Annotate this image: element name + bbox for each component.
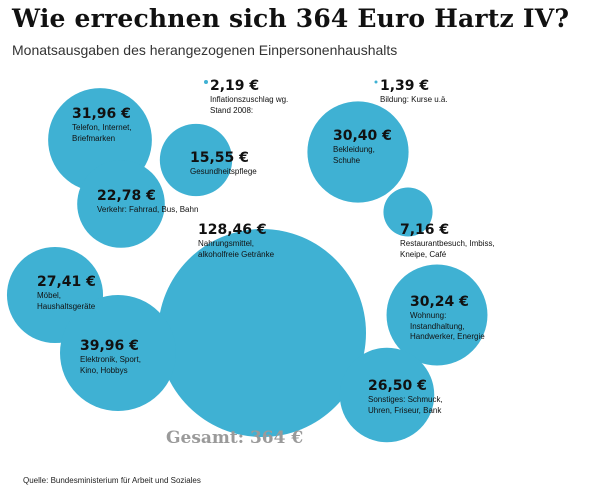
bubble-value: 2,19 € xyxy=(210,78,260,94)
bubble-description-line: Gesundheitspflege xyxy=(190,167,257,176)
bubble-label: 39,96 € Elektronik, Sport, Kino, Hobbys xyxy=(80,338,170,376)
bubble-description: Telefon, Internet, Briefmarken xyxy=(72,123,162,144)
bubble-value: 15,55 € xyxy=(190,150,249,166)
bubble-label: 26,50 € Sonstiges: Schmuck, Uhren, Friseur… xyxy=(368,378,478,416)
bubble-value: 27,41 € xyxy=(37,274,96,290)
bubble-description-line: Bildung: Kurse u.ä. xyxy=(380,95,448,104)
bubble-description-line: Handwerker, Energie xyxy=(410,332,485,341)
bubble-description-line: Restaurantbesuch, Imbiss, xyxy=(400,239,495,248)
bubble-label: 1,39 € Bildung: Kurse u.ä. xyxy=(380,78,490,106)
chart-subtitle: Monatsausgaben des herangezogenen Einper… xyxy=(12,42,398,58)
bubble-description-line: Inflationszuschlag wg. xyxy=(210,95,289,104)
bubble-description-line: Instandhaltung, xyxy=(410,321,465,331)
bubble-description: Nahrungsmittel, alkoholfreie Getränke xyxy=(198,239,328,260)
bubble-value: 7,16 € xyxy=(400,222,450,238)
bubble xyxy=(60,295,176,411)
bubble-description-line: Verkehr: Fahrrad, Bus, Bahn xyxy=(97,205,199,214)
bubble-description: Elektronik, Sport, Kino, Hobbys xyxy=(80,355,170,376)
bubble-label: 7,16 € Restaurantbesuch, Imbiss, Kneipe, C… xyxy=(400,222,520,260)
bubble xyxy=(77,160,165,248)
bubble-label: 30,24 € Wohnung: Instandhaltung, Handwerker… xyxy=(410,294,520,343)
source-note: Quelle: Bundesministerium für Arbeit und… xyxy=(23,476,201,485)
bubble-label: 2,19 € Inflationszuschlag wg. Stand 2008: xyxy=(210,78,320,116)
bubble xyxy=(204,80,208,84)
bubble-value: 128,46 € xyxy=(198,222,267,238)
bubble-description-line: Kino, Hobbys xyxy=(80,365,128,375)
bubble-description-line: Möbel, xyxy=(37,291,62,300)
bubble-description: Restaurantbesuch, Imbiss, Kneipe, Café xyxy=(400,239,520,260)
bubble-label: 128,46 € Nahrungsmittel, alkoholfreie Getr… xyxy=(198,222,328,260)
bubble-description-line: Nahrungsmittel, xyxy=(198,239,255,248)
bubble-label: 31,96 € Telefon, Internet, Briefmarken xyxy=(72,106,162,144)
bubble-label: 30,40 € Bekleidung, Schuhe xyxy=(333,128,403,166)
bubble xyxy=(158,229,366,437)
bubble-description: Sonstiges: Schmuck, Uhren, Friseur, Bank xyxy=(368,395,478,416)
bubble xyxy=(339,347,435,443)
bubble-value: 26,50 € xyxy=(368,378,427,394)
bubble-description-line: Stand 2008: xyxy=(210,105,254,115)
bubble-description-line: Haushaltsgeräte xyxy=(37,301,96,311)
bubble-description-line: Uhren, Friseur, Bank xyxy=(368,405,442,415)
bubble-label: 27,41 € Möbel, Haushaltsgeräte xyxy=(37,274,117,312)
bubble-description-line: Bekleidung, xyxy=(333,145,375,154)
bubble xyxy=(307,101,409,203)
bubble-description-line: Kneipe, Café xyxy=(400,249,447,259)
bubble-description-line: Briefmarken xyxy=(72,133,116,143)
bubble-description: Bekleidung, Schuhe xyxy=(333,145,403,166)
bubble xyxy=(386,264,488,366)
bubble-value: 31,96 € xyxy=(72,106,131,122)
bubble-label: 15,55 € Gesundheitspflege xyxy=(190,150,280,178)
bubble-description: Verkehr: Fahrrad, Bus, Bahn xyxy=(97,205,207,216)
total-label: Gesamt: 364 € xyxy=(166,428,304,448)
chart-title: Wie errechnen sich 364 Euro Hartz IV? xyxy=(12,4,570,33)
bubble-value: 30,24 € xyxy=(410,294,469,310)
bubble-description-line: Schuhe xyxy=(333,155,361,165)
bubble-description: Inflationszuschlag wg. Stand 2008: xyxy=(210,95,320,116)
bubble xyxy=(159,123,233,197)
bubble xyxy=(374,80,378,84)
bubble-description-line: alkoholfreie Getränke xyxy=(198,249,275,259)
bubble-description-line: Sonstiges: Schmuck, xyxy=(368,395,443,404)
bubble-description: Bildung: Kurse u.ä. xyxy=(380,95,490,106)
bubble-value: 39,96 € xyxy=(80,338,139,354)
bubble-value: 30,40 € xyxy=(333,128,392,144)
bubble-value: 22,78 € xyxy=(97,188,156,204)
bubble-description-line: Wohnung: xyxy=(410,311,447,320)
bubble-label: 22,78 € Verkehr: Fahrrad, Bus, Bahn xyxy=(97,188,207,216)
bubble xyxy=(383,187,433,237)
bubble-description: Gesundheitspflege xyxy=(190,167,280,178)
bubble-value: 1,39 € xyxy=(380,78,430,94)
bubble-description: Wohnung: Instandhaltung, Handwerker, Energ… xyxy=(410,311,520,343)
bubble-description: Möbel, Haushaltsgeräte xyxy=(37,291,117,312)
bubble-description-line: Elektronik, Sport, xyxy=(80,355,141,364)
bubble-description-line: Telefon, Internet, xyxy=(72,123,132,132)
